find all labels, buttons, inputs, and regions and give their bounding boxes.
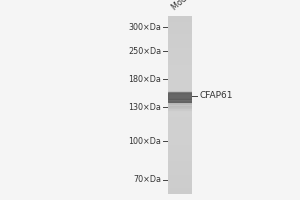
Text: 130×Da: 130×Da [128,102,161,112]
Text: 70×Da: 70×Da [133,176,161,184]
Bar [168,100,192,101]
Text: 180×Da: 180×Da [128,74,161,84]
Bar [168,93,192,99]
Bar [168,100,192,101]
Bar [168,101,192,103]
Bar [168,100,192,101]
Text: 250×Da: 250×Da [128,46,161,55]
Bar [168,100,192,101]
Bar [168,100,192,101]
Bar [168,100,192,101]
Bar [168,100,192,101]
Bar [168,98,192,100]
Bar [168,106,192,107]
Bar [168,100,192,101]
Bar [168,100,192,101]
Text: CFAP61: CFAP61 [200,92,233,100]
Bar [168,100,192,101]
Bar [168,100,192,101]
Bar [168,100,192,101]
Bar [168,100,192,101]
Text: 300×Da: 300×Da [128,22,161,31]
Bar [168,100,192,101]
Text: 100×Da: 100×Da [128,136,161,146]
Bar [168,100,192,101]
Bar [168,104,192,106]
Bar [168,92,192,100]
Bar [168,100,192,101]
Bar [168,108,192,110]
Bar [168,103,192,104]
Bar [168,100,192,101]
Text: Mouse eye: Mouse eye [171,0,209,12]
Bar [168,107,192,108]
